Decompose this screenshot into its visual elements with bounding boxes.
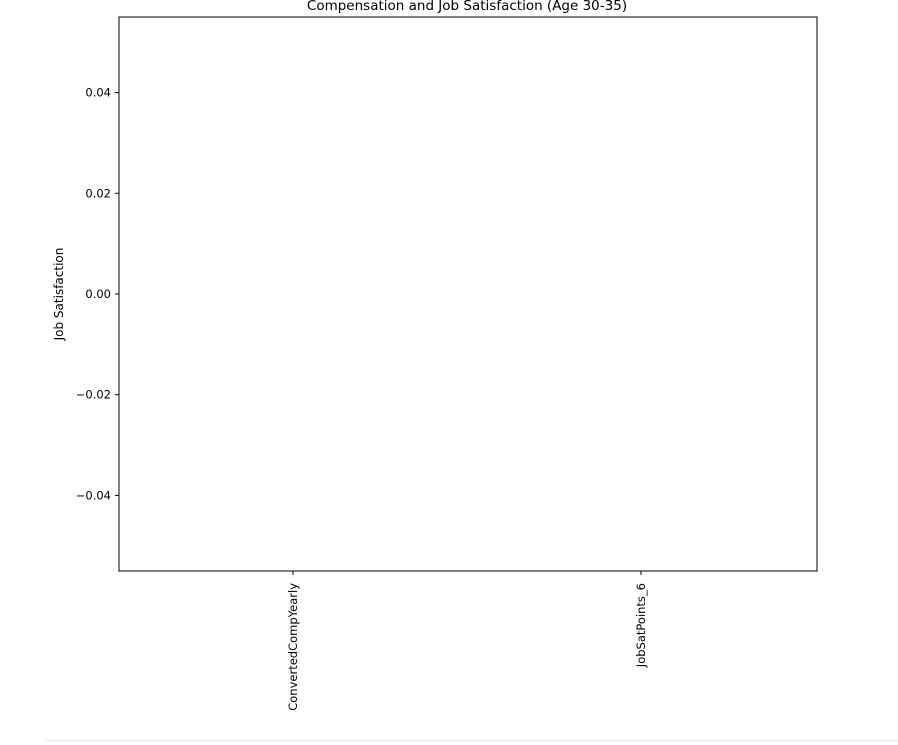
chart-title: Compensation and Job Satisfaction (Age 3… — [307, 0, 627, 14]
x-axis-ticks: ConvertedCompYearly JobSatPoints_6 — [286, 571, 648, 711]
x-tick-label: ConvertedCompYearly — [286, 583, 300, 711]
y-tick-label: 0.00 — [85, 287, 111, 301]
y-axis-ticks: −0.04 −0.02 0.00 0.02 0.04 — [76, 86, 119, 502]
y-tick-label: −0.04 — [76, 488, 111, 502]
y-axis-label: Job Satisfaction — [52, 248, 66, 342]
x-tick-label: JobSatPoints_6 — [634, 583, 648, 668]
plot-area-frame — [118, 16, 818, 572]
y-tick-label: −0.02 — [76, 388, 111, 402]
y-tick-label: 0.04 — [85, 86, 111, 100]
y-tick-label: 0.02 — [85, 186, 111, 200]
